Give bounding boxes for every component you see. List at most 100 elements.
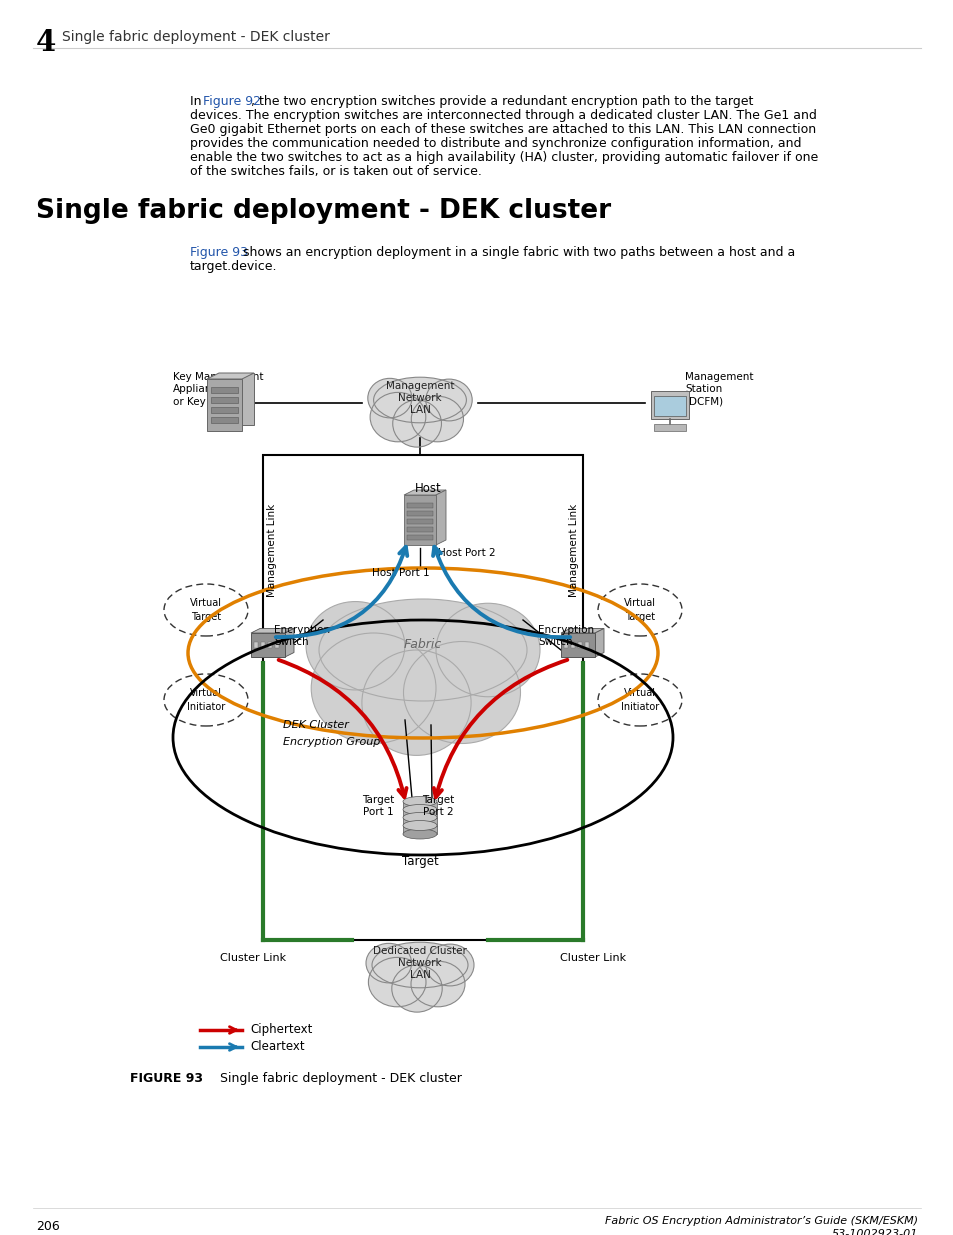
Text: Initiator: Initiator — [620, 701, 659, 713]
Text: provides the communication needed to distribute and synchronize configuration in: provides the communication needed to dis… — [190, 137, 801, 149]
Text: of the switches fails, or is taken out of service.: of the switches fails, or is taken out o… — [190, 165, 481, 178]
Bar — [207, 379, 242, 431]
Text: enable the two switches to act as a high availability (HA) cluster, providing au: enable the two switches to act as a high… — [190, 151, 818, 164]
Ellipse shape — [436, 603, 539, 697]
Text: Virtual: Virtual — [623, 598, 656, 608]
Text: Ge0 gigabit Ethernet ports on each of these switches are attached to this LAN. T: Ge0 gigabit Ethernet ports on each of th… — [190, 124, 815, 136]
Ellipse shape — [402, 797, 436, 806]
Text: Encryption Group: Encryption Group — [283, 737, 380, 747]
Text: Target: Target — [191, 613, 221, 622]
Text: In: In — [190, 95, 205, 107]
Text: Host: Host — [415, 482, 441, 495]
Text: Host Port 1: Host Port 1 — [372, 568, 429, 578]
FancyArrowPatch shape — [434, 659, 567, 797]
Text: Virtual: Virtual — [190, 688, 222, 698]
Text: shows an encryption deployment in a single fabric with two paths between a host : shows an encryption deployment in a sing… — [239, 246, 795, 259]
Text: devices. The encryption switches are interconnected through a dedicated cluster : devices. The encryption switches are int… — [190, 109, 816, 122]
Text: Target: Target — [624, 613, 655, 622]
Text: Figure 92: Figure 92 — [203, 95, 261, 107]
Text: Dedicated Cluster
Network
LAN: Dedicated Cluster Network LAN — [373, 946, 466, 981]
Ellipse shape — [402, 829, 436, 839]
Text: Single fabric deployment - DEK cluster: Single fabric deployment - DEK cluster — [62, 30, 330, 44]
Ellipse shape — [426, 944, 474, 986]
FancyArrowPatch shape — [278, 659, 406, 797]
Bar — [402, 809, 436, 818]
Polygon shape — [595, 629, 603, 657]
Text: Target: Target — [401, 855, 438, 868]
Text: 206: 206 — [36, 1220, 60, 1233]
FancyArrowPatch shape — [275, 547, 407, 637]
Bar — [211, 396, 237, 403]
Text: Management Link: Management Link — [267, 504, 276, 597]
Ellipse shape — [368, 378, 412, 417]
Bar — [407, 535, 433, 540]
Text: Key Management
Appliance
or Key Vault: Key Management Appliance or Key Vault — [172, 372, 263, 406]
Polygon shape — [285, 629, 294, 657]
Ellipse shape — [318, 599, 526, 701]
Text: FIGURE 93: FIGURE 93 — [130, 1072, 203, 1086]
Bar — [584, 642, 588, 648]
Text: Cleartext: Cleartext — [250, 1041, 304, 1053]
Text: Management
Station
(DCFM): Management Station (DCFM) — [684, 372, 753, 406]
Bar — [268, 642, 272, 648]
Text: DEK Cluster: DEK Cluster — [283, 720, 349, 730]
Bar — [253, 642, 257, 648]
Bar — [402, 825, 436, 834]
Ellipse shape — [411, 396, 463, 442]
Text: , the two encryption switches provide a redundant encryption path to the target: , the two encryption switches provide a … — [251, 95, 753, 107]
Polygon shape — [251, 629, 294, 634]
Bar — [654, 424, 685, 431]
Ellipse shape — [306, 601, 404, 690]
Bar — [560, 634, 595, 657]
Bar — [407, 503, 433, 508]
Bar — [251, 634, 285, 657]
Bar — [402, 802, 436, 810]
Ellipse shape — [366, 944, 411, 983]
Ellipse shape — [402, 820, 436, 830]
Bar — [211, 387, 237, 393]
Bar — [402, 818, 436, 826]
Text: Target
Port 1: Target Port 1 — [361, 795, 394, 816]
Text: Figure 93: Figure 93 — [190, 246, 248, 259]
Bar — [654, 396, 685, 416]
Text: Ciphertext: Ciphertext — [250, 1024, 312, 1036]
Bar — [211, 417, 237, 424]
Text: Fabric OS Encryption Administrator’s Guide (SKM/ESKM): Fabric OS Encryption Administrator’s Gui… — [604, 1216, 917, 1226]
Text: Management
Network
LAN: Management Network LAN — [385, 380, 454, 415]
Ellipse shape — [361, 650, 471, 756]
Bar — [578, 642, 581, 648]
Text: 4: 4 — [36, 28, 56, 57]
FancyArrowPatch shape — [433, 547, 570, 637]
Ellipse shape — [368, 957, 426, 1007]
Polygon shape — [436, 490, 446, 545]
Polygon shape — [207, 373, 253, 379]
Text: Cluster Link: Cluster Link — [220, 953, 286, 963]
Ellipse shape — [374, 377, 466, 422]
Ellipse shape — [411, 961, 464, 1007]
Bar — [261, 642, 265, 648]
Polygon shape — [560, 629, 603, 634]
Text: Cluster Link: Cluster Link — [559, 953, 625, 963]
Ellipse shape — [402, 804, 436, 815]
Ellipse shape — [372, 942, 468, 988]
Bar — [563, 642, 567, 648]
Text: Encryption
Switch: Encryption Switch — [274, 625, 330, 647]
Bar — [211, 408, 237, 412]
Bar — [263, 454, 582, 940]
Bar — [407, 519, 433, 524]
Text: target.device.: target.device. — [190, 261, 277, 273]
Text: Virtual: Virtual — [190, 598, 222, 608]
Polygon shape — [219, 373, 253, 425]
Ellipse shape — [311, 634, 436, 743]
Text: Virtual: Virtual — [623, 688, 656, 698]
Bar — [650, 391, 688, 419]
Ellipse shape — [370, 393, 425, 442]
Bar — [403, 495, 436, 545]
Text: Fabric: Fabric — [403, 638, 441, 652]
Text: Management Link: Management Link — [568, 504, 578, 597]
Text: Initiator: Initiator — [187, 701, 225, 713]
Ellipse shape — [425, 379, 472, 421]
Bar — [274, 642, 278, 648]
Text: 53-1002923-01: 53-1002923-01 — [831, 1229, 917, 1235]
Bar — [571, 642, 575, 648]
